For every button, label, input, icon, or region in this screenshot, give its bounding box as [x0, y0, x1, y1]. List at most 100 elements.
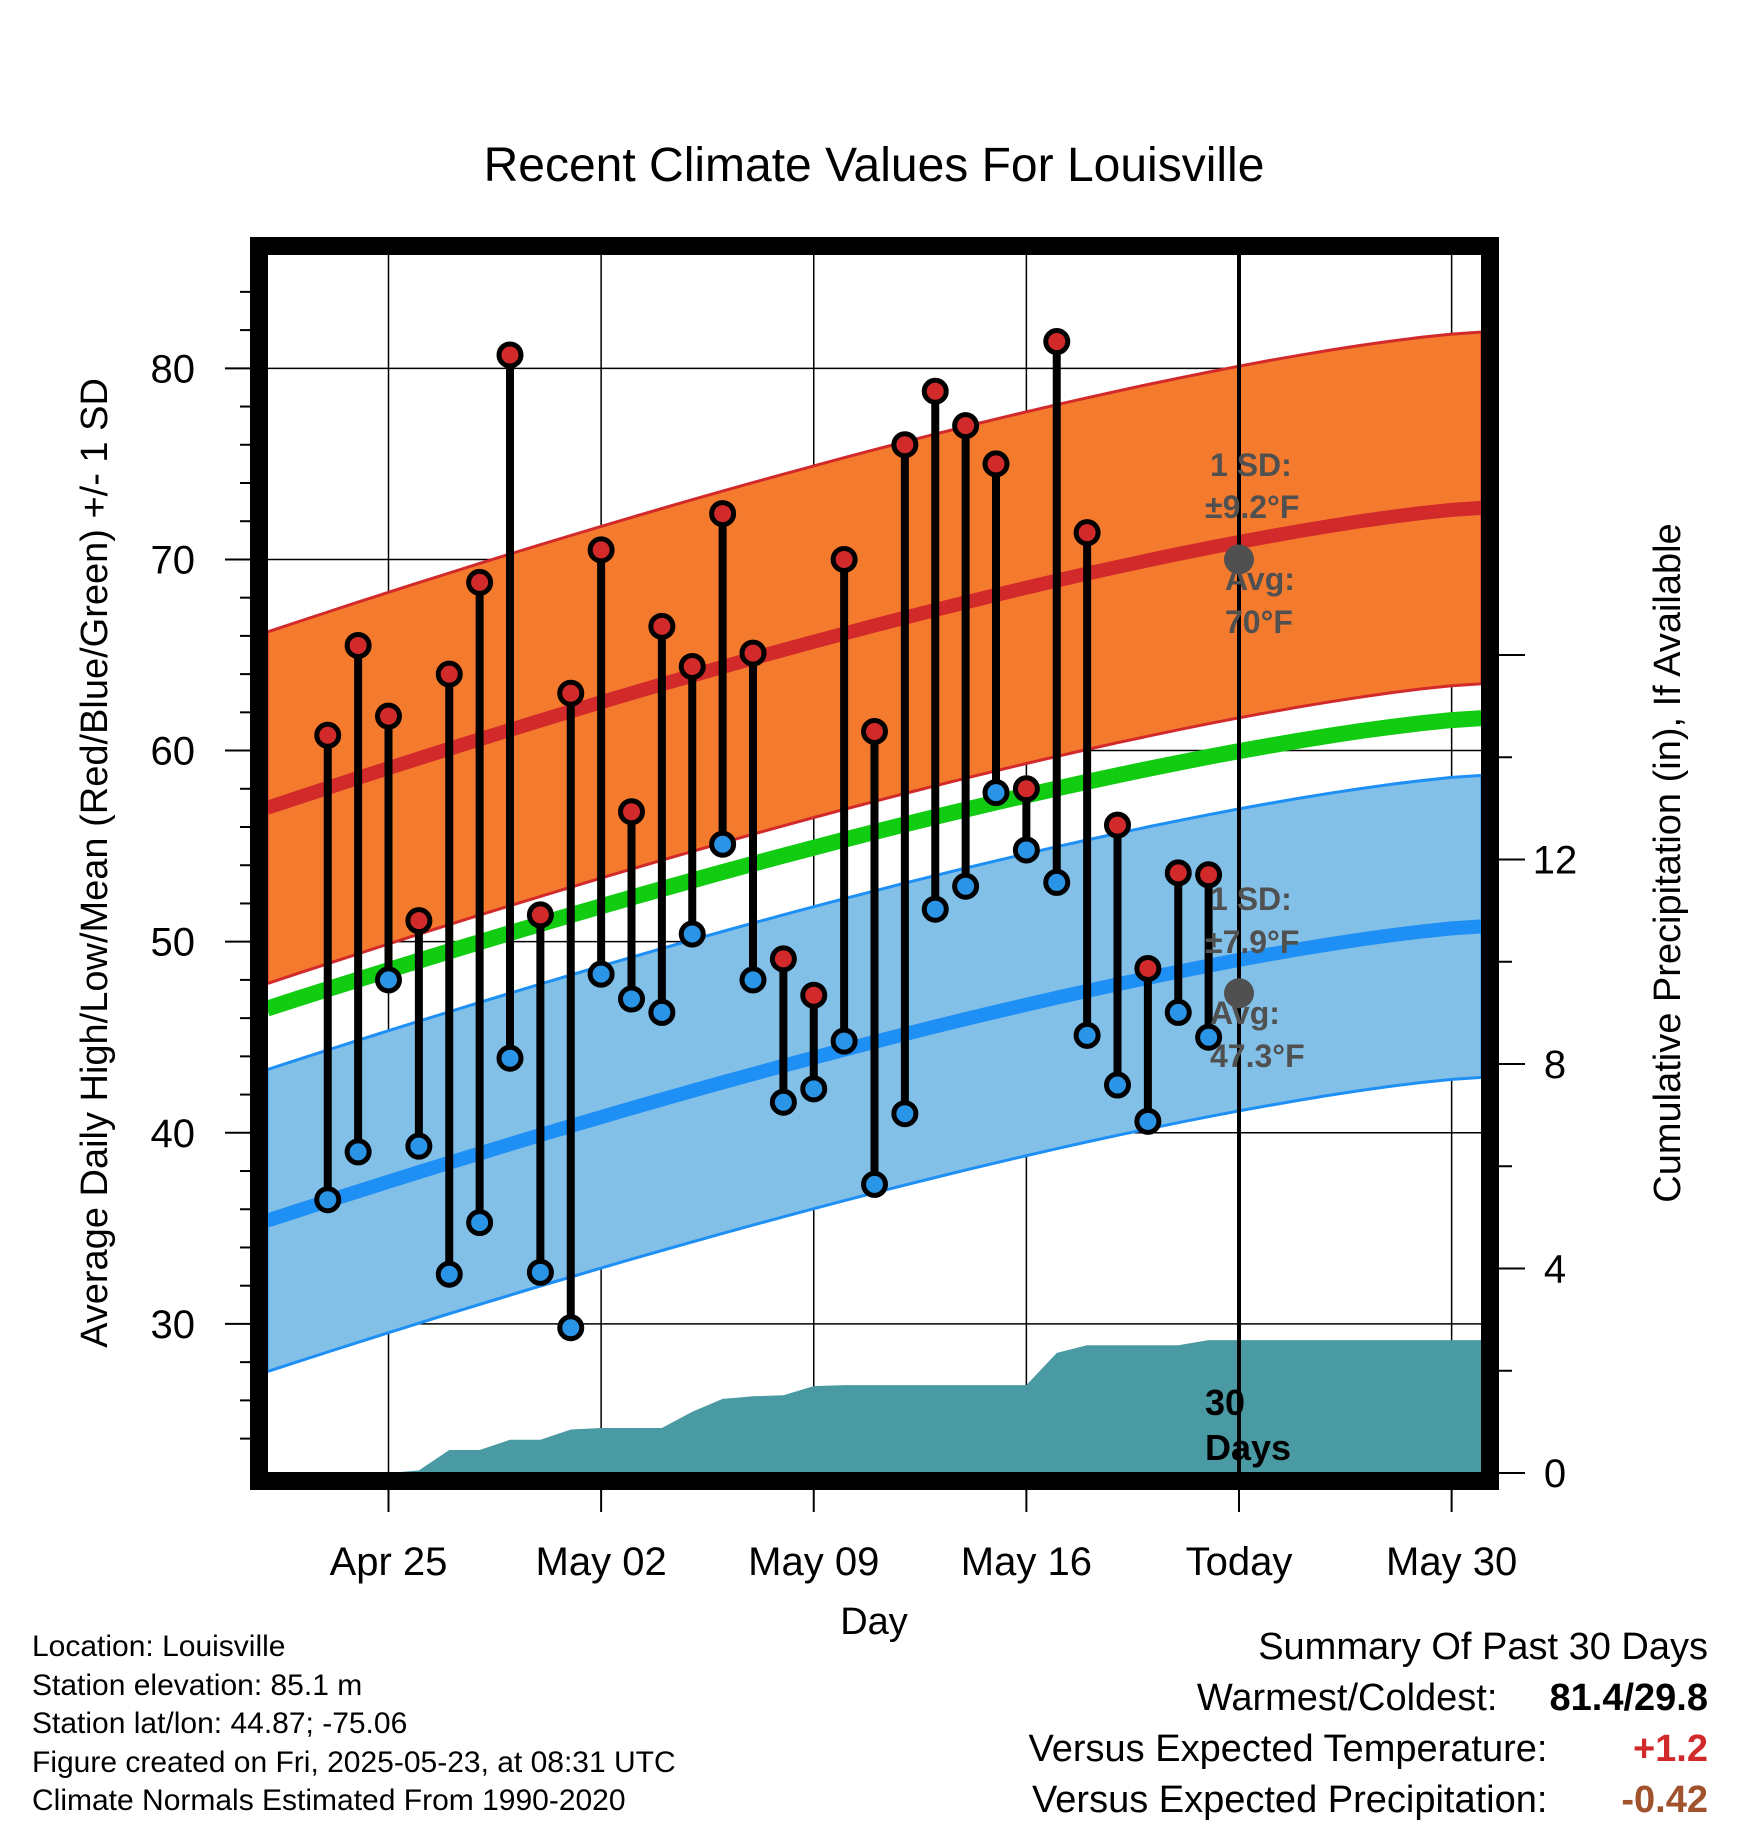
low-point: [800, 1075, 828, 1103]
high-avg-label: Avg:: [1225, 561, 1295, 597]
plot-frame: [250, 237, 1499, 1490]
created-text: Figure created on Fri, 2025-05-23, at 08…: [32, 1745, 676, 1779]
low-point: [952, 872, 980, 900]
location-text: Location: Louisville: [32, 1630, 286, 1663]
x-tick-label: May 30: [1386, 1540, 1517, 1584]
y2-axis-title: Cumulative Precipitation (in), If Availa…: [1647, 523, 1689, 1202]
low-avg-value: 47.3°F: [1210, 1038, 1305, 1074]
low-point: [921, 895, 949, 923]
low-sd-label: 1 SD:: [1210, 881, 1292, 917]
low-point: [739, 966, 767, 994]
high-point: [800, 981, 828, 1009]
warmest-coldest-value: 81.4/29.8: [1549, 1677, 1708, 1719]
low-point: [982, 779, 1010, 807]
high-point: [678, 652, 706, 680]
low-point: [618, 985, 645, 1013]
high-point: [405, 907, 433, 935]
low-point: [769, 1088, 797, 1116]
high-point: [1134, 954, 1162, 982]
high-point: [526, 901, 554, 929]
y2-tick-label: 0: [1544, 1452, 1566, 1496]
y-tick-label: 60: [151, 730, 196, 774]
high-point: [952, 412, 980, 440]
low-average-marker: [1224, 978, 1254, 1009]
high-point: [982, 450, 1010, 478]
days-label-text: Days: [1205, 1427, 1291, 1468]
x-axis-ticks: Apr 25 May 02 May 09 May 16 Today May 30: [330, 1490, 1517, 1584]
low-point: [314, 1186, 342, 1214]
y-axis-ticks: 30 40 50 60 70 80: [151, 290, 250, 1440]
low-point: [1195, 1023, 1223, 1051]
high-point: [314, 721, 342, 749]
low-point: [861, 1170, 888, 1198]
warmest-coldest-row: Warmest/Coldest: 81.4/29.8: [1029, 1673, 1708, 1724]
high-point: [466, 568, 494, 596]
y-tick-label: 50: [151, 921, 196, 965]
high-average-line: [267, 500, 1482, 815]
precip-versus-row: Versus Expected Precipitation: -0.42: [1029, 1775, 1708, 1826]
low-point: [1012, 836, 1040, 864]
low-point: [557, 1314, 585, 1342]
elevation-text: Station elevation: 85.1 m: [32, 1668, 363, 1702]
high-point: [921, 377, 949, 405]
precip-versus-label: Versus Expected Precipitation:: [1032, 1779, 1548, 1821]
precip-versus-value: -0.42: [1621, 1779, 1708, 1821]
low-point: [830, 1027, 858, 1055]
warmest-coldest-label: Warmest/Coldest:: [1196, 1677, 1498, 1719]
y2-tick-label: 8: [1544, 1043, 1566, 1087]
high-sd-label: 1 SD:: [1210, 447, 1292, 483]
high-point: [1195, 861, 1223, 889]
high-point: [891, 431, 919, 459]
high-point: [648, 612, 676, 640]
low-point: [1104, 1071, 1131, 1099]
x-axis-title: Day: [840, 1601, 908, 1643]
low-point: [466, 1209, 494, 1237]
y2-axis-ticks: 0 4 8 12: [1499, 654, 1577, 1496]
temp-versus-row: Versus Expected Temperature: +1.2: [1029, 1724, 1708, 1775]
low-point: [587, 960, 615, 988]
y-tick-label: 70: [151, 538, 196, 582]
high-average-marker: [1224, 544, 1254, 575]
y-axis-title: Average Daily High/Low/Mean (Red/Blue/Gr…: [74, 378, 116, 1348]
high-point: [557, 679, 585, 707]
high-point: [1073, 519, 1101, 547]
low-point: [1073, 1021, 1101, 1049]
temp-versus-value: +1.2: [1632, 1728, 1708, 1770]
summary-heading: Summary Of Past 30 Days: [1258, 1626, 1708, 1668]
high-sd-value: ±9.2°F: [1205, 489, 1299, 525]
low-point: [891, 1100, 919, 1128]
high-point: [344, 631, 372, 659]
low-point: [375, 966, 402, 994]
high-point: [861, 717, 888, 745]
x-tick-label: May 02: [536, 1540, 667, 1584]
x-tick-label: Today: [1186, 1540, 1293, 1584]
low-point: [405, 1132, 433, 1160]
chart-title: Recent Climate Values For Louisville: [484, 139, 1265, 192]
high-point: [739, 639, 767, 667]
high-point: [435, 660, 463, 688]
x-tick-label: May 09: [748, 1540, 879, 1584]
high-point: [709, 500, 737, 528]
low-point: [648, 998, 676, 1026]
high-point: [769, 945, 797, 973]
normals-text: Climate Normals Estimated From 1990-2020: [32, 1784, 626, 1817]
low-point: [678, 920, 706, 948]
summary-panel: Summary Of Past 30 Days Warmest/Coldest:…: [1029, 1622, 1708, 1826]
high-point: [587, 536, 615, 564]
high-point: [1164, 859, 1192, 887]
high-point: [1012, 775, 1040, 803]
low-point: [435, 1260, 463, 1288]
low-avg-label: Avg:: [1210, 995, 1280, 1031]
low-point: [344, 1138, 372, 1166]
low-point: [1134, 1107, 1162, 1135]
x-tick-label: May 16: [961, 1540, 1092, 1584]
high-point: [1104, 811, 1131, 839]
days-label-number: 30: [1205, 1382, 1245, 1423]
precipitation-area: [267, 1340, 1482, 1473]
y2-tick-label: 4: [1544, 1248, 1566, 1292]
x-tick-label: Apr 25: [330, 1540, 448, 1584]
low-point: [709, 830, 737, 858]
temp-versus-label: Versus Expected Temperature:: [1028, 1728, 1548, 1770]
y-tick-label: 80: [151, 347, 196, 391]
low-point: [1164, 998, 1192, 1026]
